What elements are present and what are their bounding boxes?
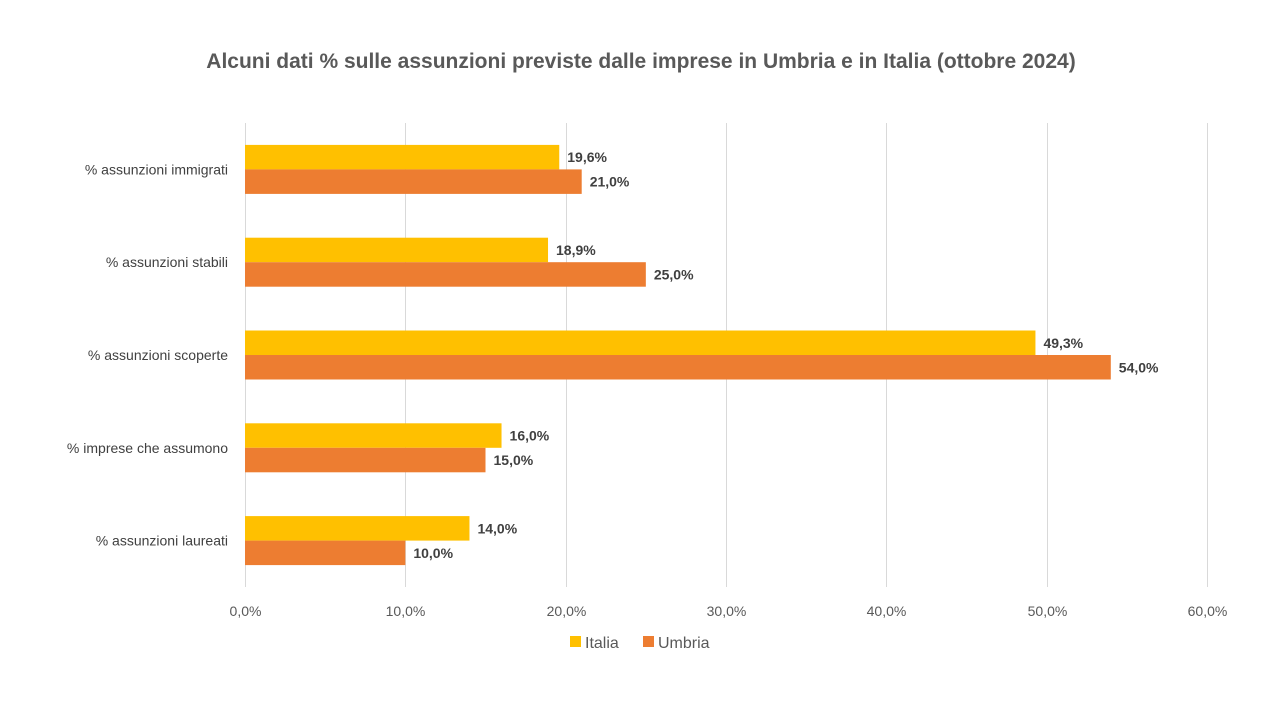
x-tick-label: 40,0% (867, 603, 907, 619)
bar-italia (245, 237, 549, 263)
category-label: % assunzioni stabili (106, 254, 228, 270)
x-tick-label: 20,0% (547, 603, 587, 619)
category-label: % assunzioni laureati (96, 533, 228, 549)
data-label: 14,0% (477, 520, 517, 536)
bar-italia (245, 516, 470, 541)
data-label: 16,0% (510, 428, 550, 444)
x-tick-label: 60,0% (1188, 603, 1228, 619)
legend-label-umbria: Umbria (658, 635, 710, 652)
data-label: 25,0% (654, 266, 694, 282)
bar-umbria (245, 262, 646, 287)
legend-swatch-umbria (643, 636, 654, 647)
category-label: % assunzioni scoperte (88, 347, 228, 363)
data-label: 21,0% (590, 174, 630, 190)
bar-umbria (245, 355, 1111, 380)
category-label: % assunzioni immigrati (85, 161, 228, 177)
bar-umbria (245, 540, 406, 566)
data-label: 49,3% (1043, 335, 1083, 351)
legend: Italia Umbria (570, 635, 710, 652)
bar-umbria (245, 169, 582, 194)
data-label: 19,6% (567, 149, 607, 165)
chart-title: Alcuni dati % sulle assunzioni previste … (206, 50, 1075, 73)
data-label: 18,9% (556, 242, 596, 258)
x-tick-label: 30,0% (707, 603, 747, 619)
legend-swatch-italia (570, 636, 581, 647)
bar-italia (245, 144, 560, 170)
x-tick-label: 0,0% (230, 603, 262, 619)
data-label: 15,0% (494, 452, 534, 468)
legend-label-italia: Italia (585, 635, 619, 652)
bar-italia (245, 330, 1036, 355)
labels: 0,0% 10,0% 20,0% 30,0% 40,0% 50,0% 60,0% % assu… (67, 149, 1227, 619)
category-label: % imprese che assumono (67, 440, 228, 456)
bar-italia (245, 423, 502, 448)
data-label: 10,0% (413, 545, 453, 561)
x-tick-label: 50,0% (1028, 603, 1068, 619)
bar-umbria (245, 447, 486, 473)
bars (245, 144, 1111, 566)
data-label: 54,0% (1119, 359, 1159, 375)
x-tick-label: 10,0% (386, 603, 426, 619)
